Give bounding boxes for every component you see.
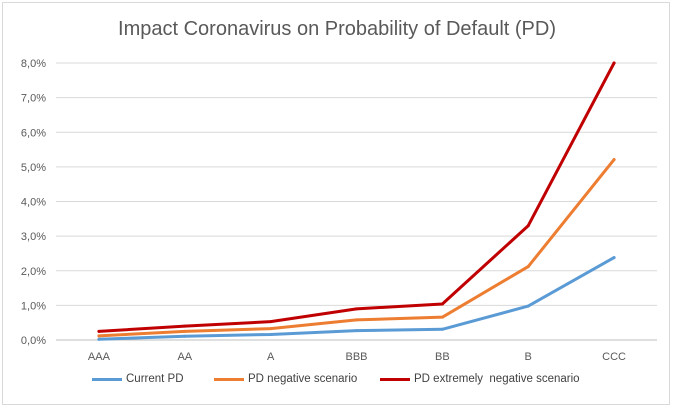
data-point: [97, 337, 101, 341]
legend-item-current-pd: Current PD: [92, 373, 184, 385]
data-point: [355, 318, 358, 322]
series-line-3: [97, 61, 616, 333]
legend-label: Current PD: [126, 373, 184, 385]
gridlines: [56, 62, 657, 341]
x-tick-label: BB: [435, 351, 450, 363]
data-point: [355, 329, 358, 333]
series-lines: [97, 61, 616, 341]
data-point: [183, 334, 187, 338]
data-point: [612, 61, 616, 65]
data-point: [612, 256, 616, 260]
y-tick-label: 6,0%: [21, 127, 46, 139]
legend-label: PD negative scenario: [248, 373, 358, 385]
y-tick-label: 3,0%: [21, 231, 46, 243]
data-point: [440, 315, 444, 319]
legend-swatch: [214, 377, 244, 381]
legend-label: PD extremely negative scenario: [414, 373, 580, 385]
chart-title: Impact Coronavirus on Probability of Def…: [118, 18, 556, 40]
y-tick-label: 8,0%: [21, 58, 46, 70]
x-tick-label: AAA: [88, 351, 111, 363]
data-point: [269, 320, 273, 324]
data-point: [355, 307, 358, 311]
data-point: [183, 324, 187, 328]
data-point: [526, 304, 530, 308]
data-point: [526, 265, 530, 269]
y-tick-label: 4,0%: [21, 197, 46, 209]
data-point: [526, 224, 530, 228]
data-point: [183, 329, 187, 333]
y-tick-label: 7,0%: [21, 93, 46, 105]
legend-item-pd-extremely-negative: PD extremely negative scenario: [380, 373, 580, 385]
x-tick-label: A: [267, 351, 275, 363]
y-tick-label: 1,0%: [21, 300, 46, 312]
data-point: [97, 329, 101, 333]
x-tick-label: CCC: [602, 351, 626, 363]
data-point: [269, 332, 273, 336]
legend: Current PD PD negative scenario PD extre…: [0, 373, 674, 393]
data-point: [440, 327, 444, 331]
legend-item-pd-negative: PD negative scenario: [214, 373, 357, 385]
y-axis-ticks: 0,0% 1,0% 2,0% 3,0% 4,0% 5,0% 6,0% 7,0% 8,0%: [21, 58, 46, 347]
y-tick-label: 5,0%: [21, 162, 46, 174]
y-tick-label: 2,0%: [21, 266, 46, 278]
data-point: [440, 302, 444, 306]
data-point: [269, 327, 273, 331]
x-tick-label: BBB: [345, 351, 367, 363]
legend-swatch: [92, 377, 122, 381]
data-point: [612, 158, 616, 162]
y-tick-label: 0,0%: [21, 335, 46, 347]
legend-swatch: [380, 377, 410, 381]
data-point: [97, 334, 101, 338]
x-tick-label: AA: [177, 351, 192, 363]
x-tick-label: B: [525, 351, 532, 363]
x-axis-ticks: AAA AA A BBB BB B CCC: [88, 351, 626, 363]
